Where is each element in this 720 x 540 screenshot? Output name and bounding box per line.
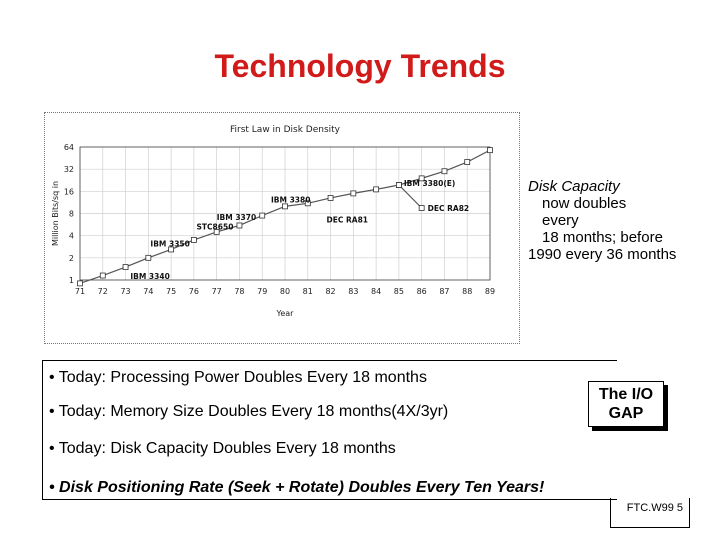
data-point-marker: [99, 272, 106, 279]
x-tick-label: 87: [439, 287, 449, 296]
data-point-marker: [145, 254, 152, 261]
data-point-marker: [395, 182, 402, 188]
data-point-marker: [327, 195, 334, 201]
callout-line: now doubles: [542, 195, 627, 212]
y-tick-label: 2: [69, 254, 74, 263]
bullet-item: • Today: Memory Size Doubles Every 18 mo…: [49, 403, 449, 420]
point-annotation: DEC RA81: [327, 216, 368, 225]
x-tick-label: 88: [462, 287, 472, 296]
x-tick-label: 78: [234, 287, 244, 296]
bullet-item: • Disk Positioning Rate (Seek + Rotate) …: [49, 479, 545, 496]
data-point-marker: [418, 205, 425, 211]
data-point-marker: [213, 228, 220, 235]
point-annotation: STC8650: [197, 223, 234, 232]
data-point-marker: [464, 159, 471, 165]
x-tick-label: 75: [166, 287, 176, 296]
disk-density-chart: First Law in Disk Density Million Bits/sq…: [46, 114, 516, 340]
y-tick-label: 4: [69, 232, 74, 241]
x-axis-label: Year: [276, 309, 295, 318]
data-point-marker: [350, 190, 357, 197]
x-tick-label: 76: [189, 287, 199, 296]
data-point-marker: [122, 264, 129, 270]
footer-label: FTC.W99 5: [610, 498, 690, 528]
data-point-marker: [418, 175, 425, 182]
chart-background: [46, 114, 516, 340]
x-tick-label: 86: [417, 287, 427, 296]
y-tick-label: 32: [64, 165, 74, 174]
y-tick-label: 8: [69, 210, 74, 219]
x-tick-label: 85: [394, 287, 404, 296]
x-tick-label: 82: [325, 287, 335, 296]
data-point-marker: [304, 200, 311, 207]
data-point-marker: [373, 186, 380, 193]
x-tick-label: 73: [120, 287, 130, 296]
y-tick-label: 16: [64, 187, 74, 196]
data-point-marker: [236, 222, 243, 229]
point-annotation: DEC RA82: [428, 204, 469, 213]
x-tick-label: 81: [303, 287, 313, 296]
io-gap-box: The I/O GAP: [588, 381, 664, 427]
chart-title: First Law in Disk Density: [230, 125, 341, 135]
io-gap-line: GAP: [608, 405, 644, 422]
callout-line: every: [542, 212, 579, 229]
x-tick-label: 80: [280, 287, 290, 296]
callout-line: 18 months; before: [542, 229, 663, 246]
point-annotation: IBM 3350: [150, 239, 189, 248]
disk-capacity-callout: Disk Capacity now doubles every 18 month…: [525, 178, 717, 263]
data-point-marker: [259, 212, 266, 219]
data-point-marker: [77, 280, 83, 287]
figure-frame: [44, 112, 520, 344]
x-tick-label: 74: [143, 287, 153, 296]
plot-area-border: [79, 146, 491, 281]
point-annotation: IBM 3380(E): [404, 179, 455, 188]
point-annotation: IBM 3370: [217, 213, 256, 222]
x-tick-label: 89: [485, 287, 495, 296]
x-tick-label: 71: [75, 287, 85, 296]
callout-line: 1990 every 36 months: [528, 246, 677, 263]
y-tick-label: 64: [64, 143, 74, 152]
data-point-marker: [487, 147, 493, 154]
series-line: [398, 184, 423, 209]
callout-line: Disk Capacity: [528, 178, 620, 195]
x-tick-label: 83: [348, 287, 358, 296]
x-tick-label: 79: [257, 287, 267, 296]
data-point-marker: [441, 168, 448, 175]
slide-title: Technology Trends: [214, 48, 506, 84]
x-tick-label: 84: [371, 287, 381, 296]
bullet-item: • Today: Processing Power Doubles Every …: [49, 369, 427, 386]
bullet-item: • Today: Disk Capacity Doubles Every 18 …: [49, 440, 396, 457]
point-annotation: IBM 3380: [271, 195, 310, 204]
x-tick-label: 77: [212, 287, 222, 296]
y-axis-label: Million Bits/sq in: [51, 181, 60, 246]
data-point-marker: [282, 203, 288, 210]
io-gap-line: The I/O: [598, 386, 654, 403]
y-tick-label: 1: [69, 276, 74, 285]
data-point-marker: [168, 246, 175, 253]
data-point-marker: [190, 237, 197, 243]
point-annotation: IBM 3340: [130, 272, 169, 281]
bullet-list: • Today: Processing Power Doubles Every …: [42, 360, 617, 500]
x-tick-label: 72: [98, 287, 108, 296]
